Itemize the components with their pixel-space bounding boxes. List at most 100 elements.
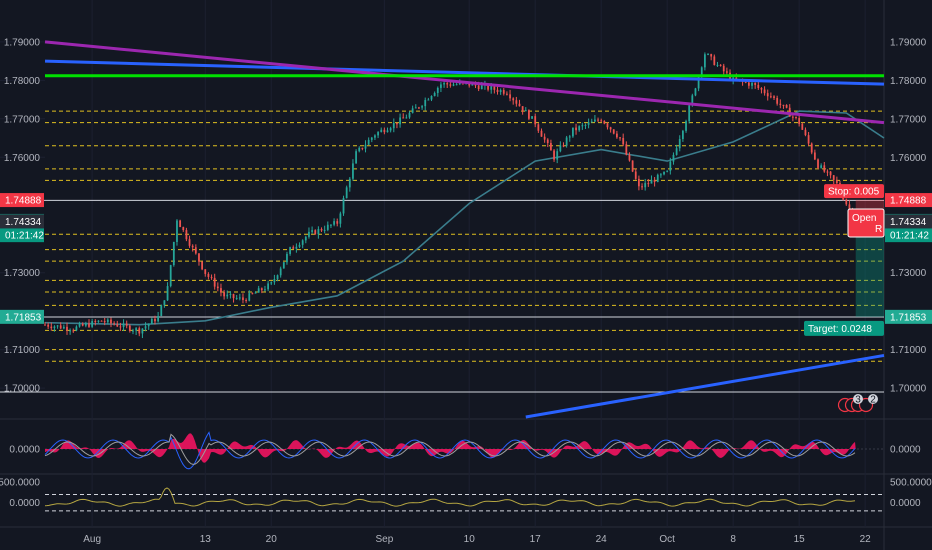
candle-body[interactable]	[154, 319, 156, 322]
candle-body[interactable]	[213, 277, 216, 287]
candle-body[interactable]	[179, 220, 182, 228]
candle-body[interactable]	[823, 165, 826, 172]
candle-body[interactable]	[650, 179, 653, 184]
candle-body[interactable]	[320, 229, 323, 231]
trendline[interactable]	[44, 40, 885, 125]
candle-body[interactable]	[644, 183, 647, 188]
candle-body[interactable]	[647, 183, 650, 185]
candle-body[interactable]	[383, 129, 386, 133]
candle-body[interactable]	[493, 86, 496, 90]
candle-body[interactable]	[578, 126, 581, 131]
candle-body[interactable]	[226, 294, 229, 297]
candle-body[interactable]	[446, 83, 449, 85]
trendline[interactable]	[44, 59, 885, 86]
candle-body[interactable]	[603, 120, 606, 124]
candle-body[interactable]	[289, 247, 292, 254]
candle-body[interactable]	[210, 276, 213, 278]
osc-histogram[interactable]	[45, 433, 856, 463]
candle-body[interactable]	[480, 85, 483, 90]
candle-body[interactable]	[402, 117, 405, 119]
candle-body[interactable]	[531, 116, 533, 119]
candle-body[interactable]	[235, 298, 238, 300]
candle-body[interactable]	[600, 120, 603, 122]
candle-body[interactable]	[443, 83, 445, 85]
candle-body[interactable]	[496, 89, 499, 92]
candle-body[interactable]	[455, 84, 458, 86]
candle-body[interactable]	[94, 321, 97, 323]
candle-body[interactable]	[207, 273, 210, 277]
candle-body[interactable]	[339, 213, 342, 224]
price-axis[interactable]: 1.79000 1.79000 1.78000 1.78000 1.77000 1.770…	[0, 37, 932, 509]
candle-body[interactable]	[697, 75, 700, 89]
candle-body[interactable]	[229, 294, 232, 296]
moving-average-line[interactable]	[44, 110, 885, 326]
candle-body[interactable]	[703, 54, 706, 68]
candle-body[interactable]	[75, 326, 78, 331]
candle-body[interactable]	[594, 119, 596, 122]
candle-body[interactable]	[232, 294, 235, 299]
candle-body[interactable]	[141, 328, 144, 334]
candle-body[interactable]	[528, 110, 530, 119]
candle-body[interactable]	[550, 142, 552, 151]
candle-body[interactable]	[81, 323, 84, 326]
candle-body[interactable]	[238, 297, 241, 299]
candle-body[interactable]	[330, 224, 332, 226]
candle-body[interactable]	[157, 315, 160, 322]
candle-body[interactable]	[832, 175, 835, 180]
candle-body[interactable]	[499, 90, 502, 92]
osc-line-a[interactable]	[44, 431, 856, 470]
candle-body[interactable]	[587, 122, 590, 125]
candle-body[interactable]	[763, 89, 766, 94]
candle-body[interactable]	[270, 282, 273, 284]
candle-body[interactable]	[245, 299, 248, 301]
candle-body[interactable]	[380, 129, 383, 133]
candle-body[interactable]	[773, 96, 775, 98]
candle-body[interactable]	[562, 145, 565, 147]
candle-body[interactable]	[198, 253, 200, 262]
candle-body[interactable]	[637, 178, 640, 187]
candle-body[interactable]	[364, 144, 367, 149]
candle-body[interactable]	[440, 84, 442, 88]
candle-body[interactable]	[110, 319, 112, 324]
candle-body[interactable]	[616, 133, 618, 138]
candle-body[interactable]	[59, 325, 62, 329]
candle-body[interactable]	[345, 187, 348, 199]
candle-body[interactable]	[125, 323, 128, 326]
candle-body[interactable]	[97, 320, 100, 322]
candle-body[interactable]	[622, 137, 625, 145]
candle-body[interactable]	[810, 143, 813, 153]
candle-body[interactable]	[747, 82, 750, 86]
candle-body[interactable]	[795, 116, 797, 119]
candle-body[interactable]	[713, 56, 716, 66]
candle-body[interactable]	[609, 127, 612, 130]
candle-body[interactable]	[710, 54, 713, 57]
candle-body[interactable]	[47, 324, 50, 327]
candle-body[interactable]	[798, 118, 801, 124]
candle-body[interactable]	[91, 321, 94, 327]
candle-body[interactable]	[56, 325, 59, 327]
candle-body[interactable]	[612, 129, 615, 134]
candle-body[interactable]	[138, 328, 141, 334]
candle-body[interactable]	[458, 82, 461, 85]
candle-body[interactable]	[421, 106, 423, 108]
candle-body[interactable]	[188, 239, 191, 246]
candle-body[interactable]	[487, 84, 489, 90]
candle-body[interactable]	[427, 99, 430, 101]
candle-body[interactable]	[396, 122, 398, 125]
candle-body[interactable]	[279, 268, 282, 276]
candle-body[interactable]	[116, 324, 119, 327]
candle-body[interactable]	[326, 224, 329, 230]
candle-body[interactable]	[725, 71, 728, 73]
candle-body[interactable]	[524, 110, 527, 112]
candle-body[interactable]	[556, 151, 559, 160]
candle-body[interactable]	[540, 130, 543, 137]
candle-body[interactable]	[348, 178, 351, 188]
candle-body[interactable]	[804, 129, 807, 136]
candle-body[interactable]	[323, 229, 326, 231]
candle-body[interactable]	[405, 117, 408, 119]
candle-body[interactable]	[848, 204, 851, 210]
candle-body[interactable]	[719, 64, 722, 66]
